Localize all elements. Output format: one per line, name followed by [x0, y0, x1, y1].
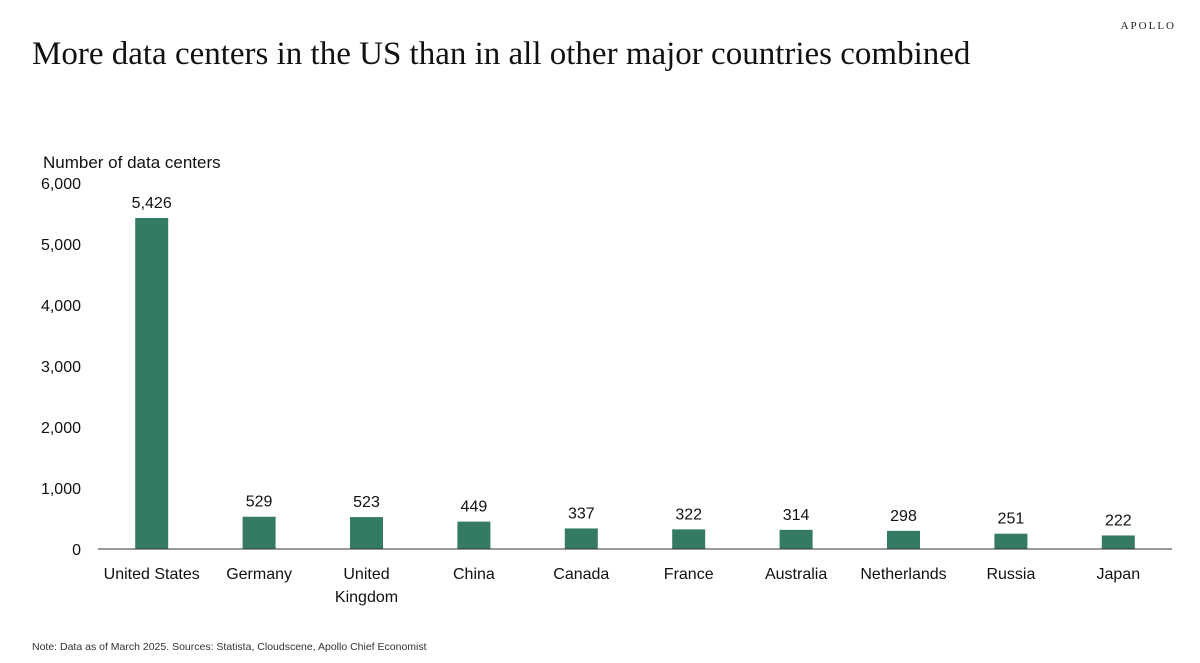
data-label: 322 — [675, 506, 702, 523]
bar — [457, 521, 491, 549]
y-tick-label: 1,000 — [41, 481, 81, 498]
x-tick-label: Kingdom — [335, 589, 398, 606]
bar — [242, 516, 276, 549]
bar — [564, 528, 598, 549]
y-axis-label: Number of data centers — [43, 153, 221, 172]
x-tick-label: Russia — [986, 566, 1035, 583]
data-label: 222 — [1105, 512, 1132, 529]
data-label: 529 — [246, 494, 273, 511]
x-tick-label: Canada — [553, 566, 609, 583]
y-tick-label: 5,000 — [41, 237, 81, 254]
x-tick-label: Australia — [765, 566, 827, 583]
data-label: 5,426 — [132, 195, 172, 212]
x-tick-label: Japan — [1097, 566, 1141, 583]
brand-logo: APOLLO — [1120, 20, 1176, 32]
bar — [672, 529, 706, 549]
chart-title: More data centers in the US than in all … — [32, 36, 971, 72]
data-label: 449 — [461, 499, 488, 516]
y-tick-label: 4,000 — [41, 298, 81, 315]
y-tick-label: 0 — [72, 542, 81, 559]
x-tick-label: China — [453, 566, 495, 583]
bar — [350, 517, 383, 549]
x-tick-label: United States — [104, 566, 200, 583]
x-tick-label: France — [664, 566, 714, 583]
y-tick-label: 3,000 — [41, 359, 81, 376]
data-label: 337 — [568, 505, 595, 522]
x-tick-label: Netherlands — [860, 566, 946, 583]
bar — [994, 533, 1028, 549]
x-tick-label: Germany — [226, 566, 292, 583]
y-tick-label: 2,000 — [41, 420, 81, 437]
bar — [779, 529, 813, 549]
data-label: 298 — [890, 508, 917, 525]
data-label: 314 — [783, 507, 810, 524]
source-note: Note: Data as of March 2025. Sources: St… — [32, 641, 427, 653]
data-label: 523 — [353, 494, 380, 511]
bar — [135, 218, 169, 549]
data-label: 251 — [998, 511, 1025, 528]
bar — [1101, 535, 1135, 549]
x-tick-label: United — [343, 566, 389, 583]
bar — [887, 530, 920, 549]
y-tick-label: 6,000 — [41, 176, 81, 193]
